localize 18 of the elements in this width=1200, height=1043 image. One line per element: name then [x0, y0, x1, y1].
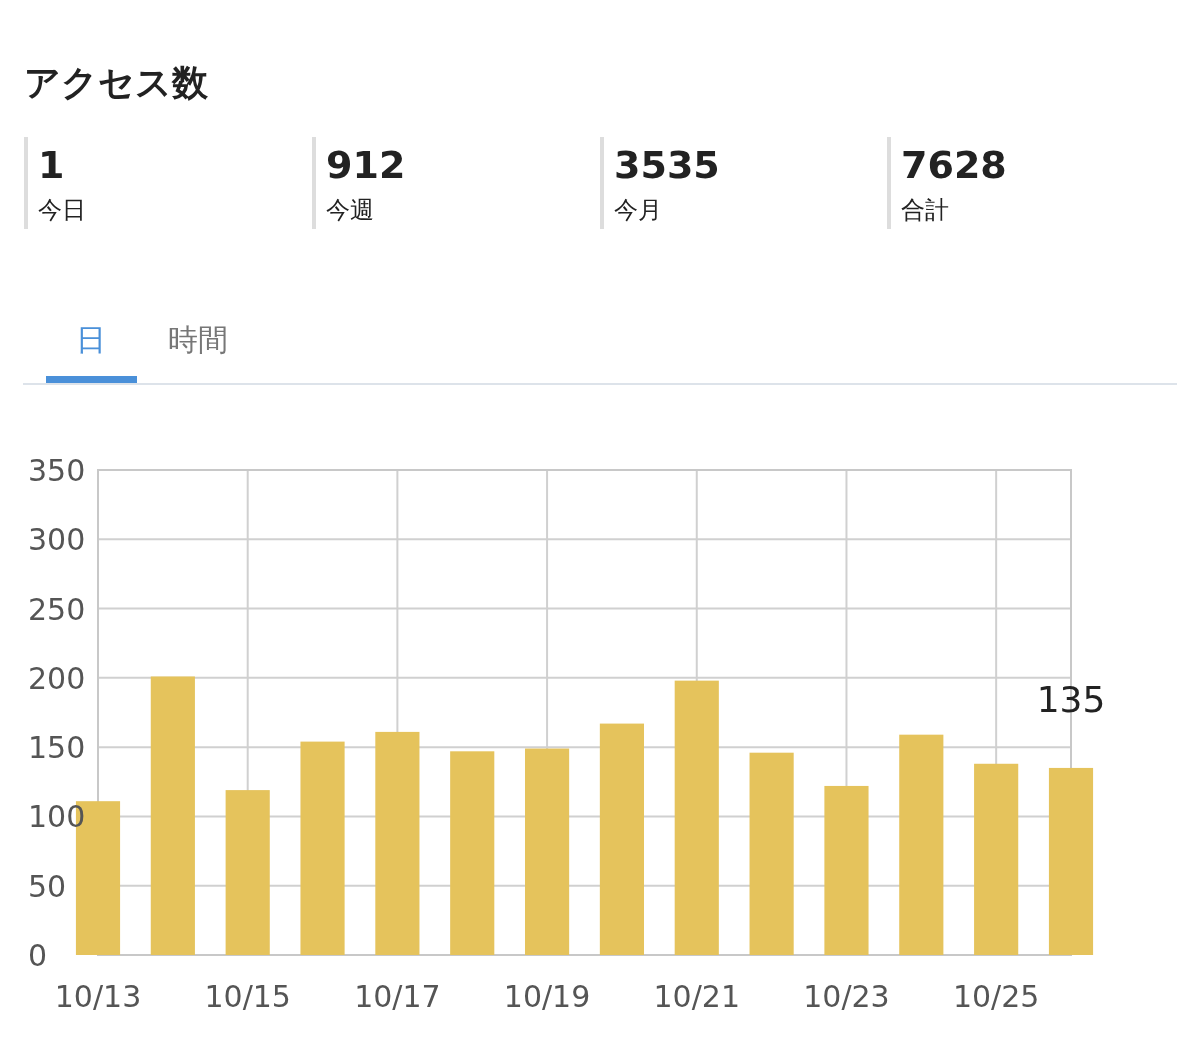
x-tick-label: 10/13 — [54, 979, 142, 1014]
title: アクセス数 — [24, 62, 208, 103]
x-tick-label: 10/25 — [952, 979, 1040, 1014]
x-tick-label: 10/15 — [204, 979, 291, 1014]
text: 時間 — [168, 322, 228, 357]
x-tick-label: 10/21 — [653, 979, 740, 1014]
y-tick-label: 200 — [28, 660, 86, 696]
y-tick-label: 50 — [28, 868, 67, 904]
x-tick-label: 10/17 — [354, 979, 441, 1014]
x-tick-label: 10/19 — [503, 979, 591, 1014]
data-label: 135 — [1036, 678, 1106, 720]
text: 日 — [76, 322, 106, 357]
y-tick-label: 0 — [28, 938, 48, 973]
y-tick-label: 350 — [28, 453, 86, 488]
x-tick-label: 10/23 — [803, 979, 890, 1014]
y-tick-label: 150 — [28, 730, 86, 766]
y-tick-label: 300 — [28, 522, 86, 558]
y-tick-label: 250 — [28, 591, 86, 627]
